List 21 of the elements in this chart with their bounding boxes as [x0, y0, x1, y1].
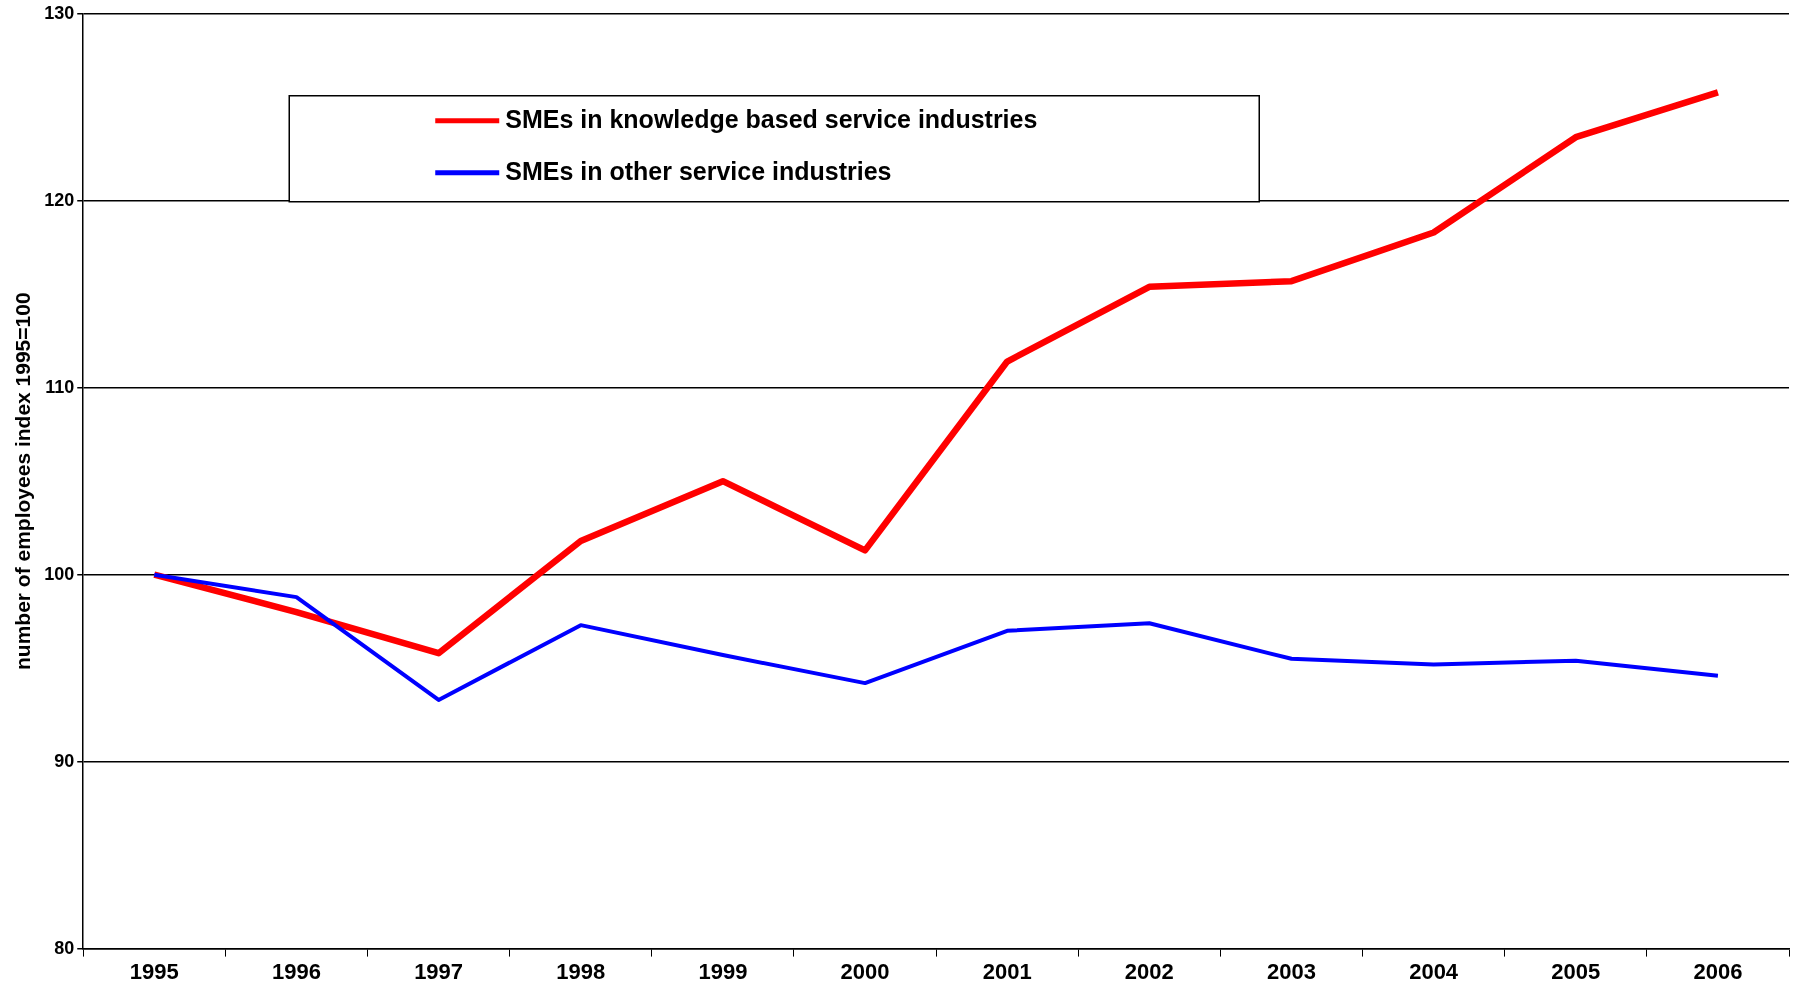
legend-label: SMEs in other service industries — [505, 156, 892, 185]
x-tick-label: 2005 — [1551, 958, 1601, 984]
x-tick-label: 2006 — [1693, 958, 1743, 984]
x-tick-label: 2000 — [840, 958, 890, 984]
y-tick-label: 90 — [54, 750, 75, 771]
x-tick-label: 1996 — [271, 958, 321, 984]
x-tick-label: 1995 — [129, 958, 179, 984]
legend-label: SMEs in knowledge based service industries — [505, 104, 1038, 133]
x-tick-label: 1997 — [414, 958, 464, 984]
x-tick-label: 2001 — [982, 958, 1032, 984]
x-tick-label: 2002 — [1124, 958, 1174, 984]
y-tick-label: 80 — [54, 937, 75, 958]
y-tick-label: 110 — [45, 376, 75, 397]
y-tick-label: 120 — [44, 189, 75, 210]
x-tick-label: 2004 — [1409, 958, 1459, 984]
x-tick-label: 1998 — [556, 958, 606, 984]
y-tick-label: 100 — [44, 563, 75, 584]
x-tick-label: 1999 — [698, 958, 748, 984]
y-tick-label: 130 — [44, 2, 75, 23]
y-axis-title: number of employees index 1995=100 — [11, 292, 35, 670]
x-tick-label: 2003 — [1267, 958, 1316, 984]
